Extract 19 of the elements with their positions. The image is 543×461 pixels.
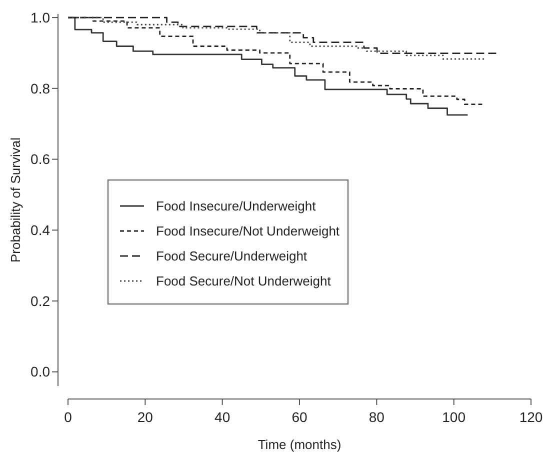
y-tick-label: 0.4	[30, 222, 50, 238]
y-tick-label: 1.0	[30, 9, 50, 26]
x-tick-label: 0	[64, 409, 72, 425]
y-tick-label: 0.0	[30, 364, 50, 380]
x-tick-label: 20	[137, 409, 154, 425]
y-tick-label: 0.6	[30, 151, 50, 168]
y-axis-title: Probability of Survival	[8, 137, 23, 262]
legend-label: Food Insecure/Underweight	[156, 198, 316, 214]
x-axis-title: Time (months)	[258, 437, 342, 452]
x-tick-label: 60	[292, 409, 308, 425]
legend-label: Food Secure/Underweight	[156, 248, 308, 264]
x-tick-label: 80	[368, 409, 385, 425]
y-tick-label: 0.2	[30, 292, 50, 309]
x-tick-label: 120	[519, 409, 543, 425]
legend-label: Food Secure/Not Underweight	[156, 274, 332, 289]
x-tick-label: 100	[442, 409, 466, 425]
legend-label: Food Insecure/Not Underweight	[156, 224, 340, 239]
y-tick-label: 0.8	[30, 80, 50, 96]
x-tick-label: 40	[214, 409, 230, 425]
